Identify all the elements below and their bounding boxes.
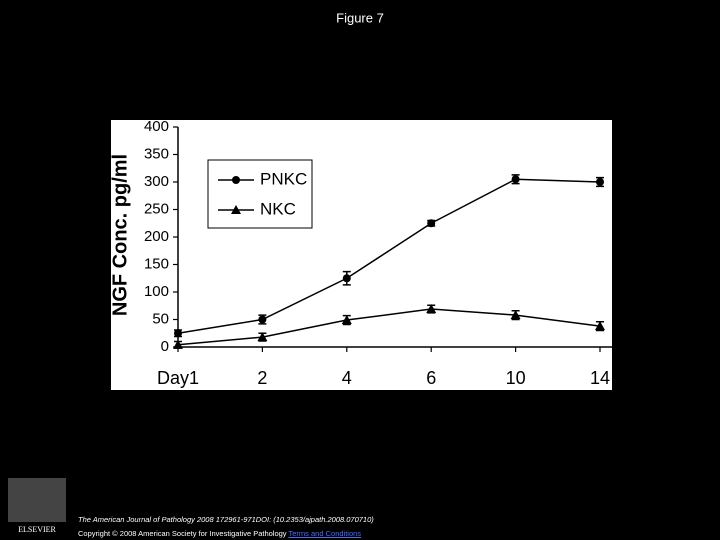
data-point xyxy=(342,274,351,283)
legend-label: NKC xyxy=(260,199,296,218)
x-tick-label: 14 xyxy=(590,368,610,388)
data-point xyxy=(426,304,437,314)
y-tick-label: 150 xyxy=(144,255,169,272)
y-tick-label: 300 xyxy=(144,173,169,190)
data-point xyxy=(173,339,183,349)
series-line xyxy=(177,178,601,334)
data-point xyxy=(257,332,268,342)
data-point xyxy=(595,321,605,331)
data-point xyxy=(174,329,182,338)
legend-marker xyxy=(231,205,241,214)
data-point xyxy=(510,310,521,320)
y-tick-label: 100 xyxy=(144,283,169,300)
y-tick-label: 250 xyxy=(144,200,169,217)
data-point xyxy=(596,178,604,186)
logo-text: ELSEVIER xyxy=(18,525,56,534)
slide-title: Figure 7 xyxy=(336,10,384,25)
citation: The American Journal of Pathology 2008 1… xyxy=(78,515,374,524)
legend-box xyxy=(207,159,313,229)
logo: ELSEVIER xyxy=(8,478,66,534)
y-tick-label: 350 xyxy=(144,145,169,162)
y-tick-label: 200 xyxy=(144,228,169,245)
copyright-line: Copyright © 2008 American Society for In… xyxy=(78,529,361,538)
legend-marker xyxy=(232,176,240,184)
data-point xyxy=(511,175,520,184)
x-tick-label: 10 xyxy=(506,368,526,388)
logo-tree xyxy=(8,478,66,522)
data-point xyxy=(258,315,267,324)
data-point xyxy=(341,315,352,325)
y-tick-label: 400 xyxy=(144,118,169,135)
y-tick-label: 50 xyxy=(152,310,169,327)
y-axis-label: NGF Conc. pg/ml xyxy=(109,154,131,316)
y-tick-label: 0 xyxy=(161,338,169,355)
chart-background xyxy=(111,120,612,390)
terms-link[interactable]: Terms and Conditions xyxy=(288,529,362,538)
legend-label: PNKC xyxy=(260,169,307,188)
series-line xyxy=(177,308,601,346)
x-tick-label: 2 xyxy=(257,368,267,388)
x-tick-label: Day1 xyxy=(157,368,199,388)
data-point xyxy=(427,219,436,228)
x-tick-label: 4 xyxy=(342,368,352,388)
x-tick-label: 6 xyxy=(426,368,436,388)
copyright: Copyright © 2008 American Society for In… xyxy=(78,529,287,538)
